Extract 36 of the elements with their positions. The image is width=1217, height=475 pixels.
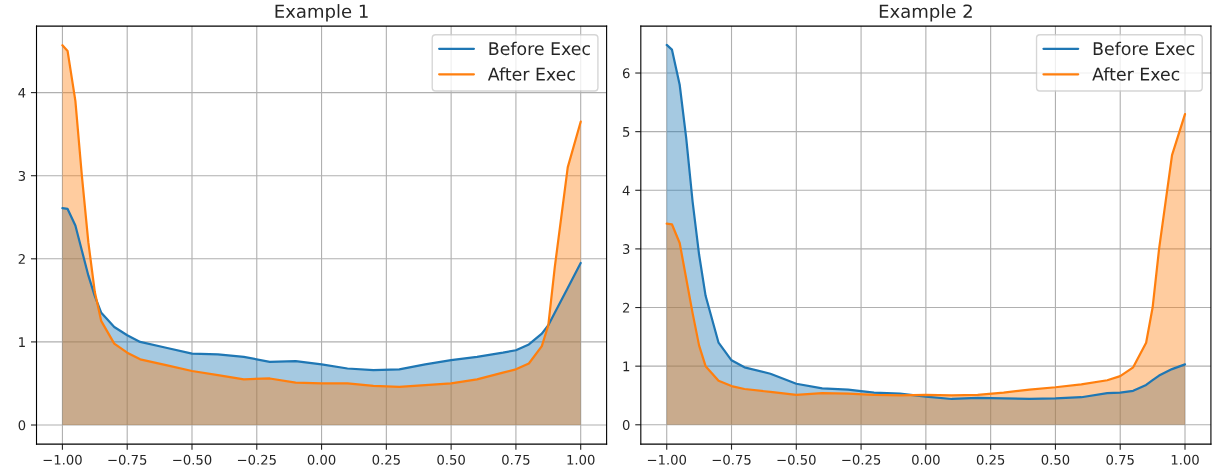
x-tick-label: −0.50 — [173, 454, 212, 465]
x-tick-label: 0.00 — [912, 454, 940, 465]
x-tick-label: 0.25 — [976, 454, 1005, 465]
x-tick-label: 0.50 — [1041, 454, 1070, 465]
x-tick-label: −0.50 — [777, 454, 816, 465]
y-tick-label: 2 — [18, 254, 25, 264]
x-tick-label: 0.00 — [307, 454, 336, 465]
legend-label: Before Exec — [489, 41, 590, 56]
x-tick-label: −0.25 — [237, 454, 276, 465]
y-tick-label: 5 — [623, 127, 630, 137]
legend-label: Before Exec — [1093, 41, 1195, 56]
chart-title: Example 1 — [275, 4, 368, 22]
x-tick-label: −0.75 — [108, 454, 147, 465]
x-tick-label: 0.75 — [502, 454, 530, 465]
x-tick-label: −0.25 — [842, 454, 881, 465]
x-tick-label: −1.00 — [647, 454, 687, 465]
y-tick-label: 4 — [18, 88, 26, 98]
x-tick-label: 0.75 — [1106, 454, 1134, 465]
y-tick-label: 1 — [623, 361, 630, 372]
y-tick-label: 4 — [622, 185, 630, 196]
x-tick-label: 0.50 — [437, 454, 465, 465]
x-tick-label: −0.75 — [712, 454, 751, 465]
x-tick-label: 1.00 — [1171, 454, 1199, 465]
y-tick-label: 0 — [622, 420, 630, 430]
y-tick-label: 2 — [622, 302, 630, 313]
y-tick-label: 1 — [19, 337, 25, 347]
y-tick-label: 3 — [623, 244, 630, 255]
legend-label: After Exec — [1092, 67, 1180, 81]
x-tick-label: 0.25 — [372, 454, 400, 465]
x-tick-label: 1.00 — [567, 454, 595, 465]
x-tick-label: −1.00 — [43, 454, 82, 465]
legend-label: After Exec — [487, 67, 575, 81]
y-tick-label: 3 — [18, 170, 26, 181]
y-tick-label: 0 — [18, 420, 26, 431]
y-tick-label: 6 — [622, 68, 630, 79]
chart-title: Example 2 — [879, 4, 972, 22]
